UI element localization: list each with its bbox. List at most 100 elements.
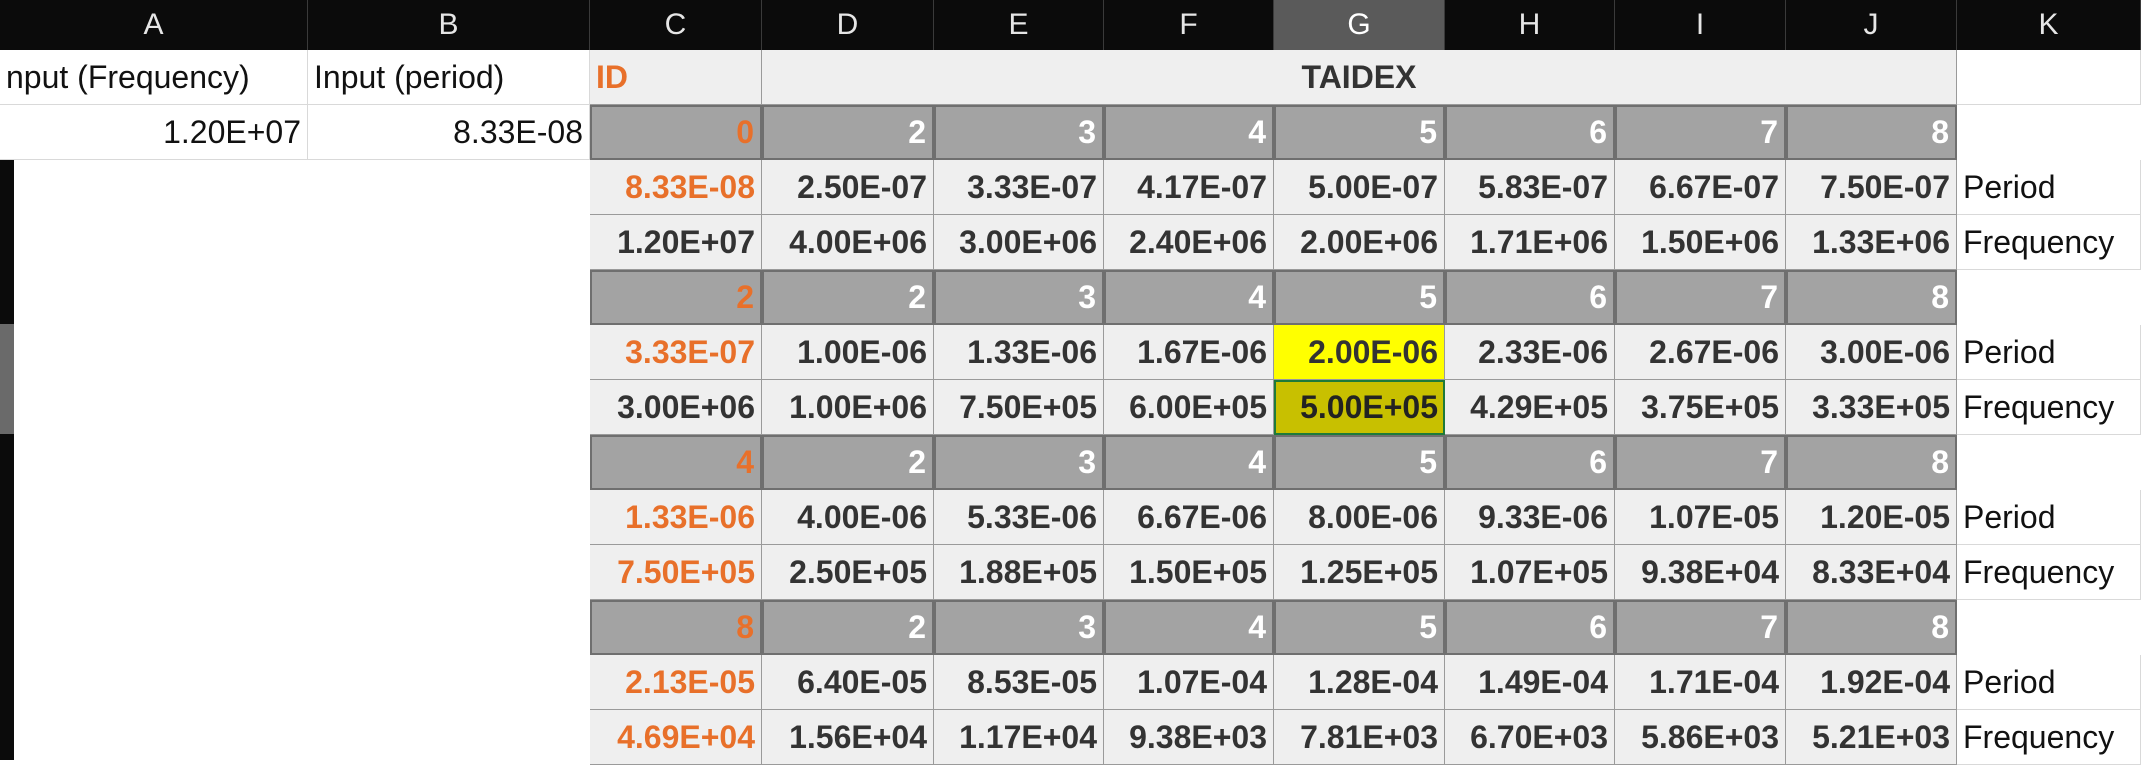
block-col-header[interactable]: 6 bbox=[1445, 435, 1615, 490]
input-frequency-label[interactable]: nput (Frequency) bbox=[0, 50, 308, 105]
block-id-header[interactable]: 8 bbox=[590, 600, 762, 655]
frequency-cell[interactable]: 1.33E+06 bbox=[1786, 215, 1957, 270]
block-col-header[interactable]: 7 bbox=[1615, 105, 1786, 160]
frequency-cell[interactable]: 1.00E+06 bbox=[762, 380, 934, 435]
block-col-header[interactable]: 7 bbox=[1615, 600, 1786, 655]
column-header-e[interactable]: E bbox=[934, 0, 1104, 50]
column-header-j[interactable]: J bbox=[1786, 0, 1957, 50]
id-frequency-value[interactable]: 3.00E+06 bbox=[590, 380, 762, 435]
block-col-header[interactable]: 3 bbox=[934, 600, 1104, 655]
block-id-header[interactable]: 0 bbox=[590, 105, 762, 160]
period-cell[interactable]: 5.33E-06 bbox=[934, 490, 1104, 545]
id-frequency-value[interactable]: 4.69E+04 bbox=[590, 710, 762, 765]
period-cell[interactable]: 1.49E-04 bbox=[1445, 655, 1615, 710]
period-row-label[interactable]: Period bbox=[1957, 160, 2141, 215]
period-cell[interactable]: 6.67E-07 bbox=[1615, 160, 1786, 215]
block-col-header[interactable]: 8 bbox=[1786, 270, 1957, 325]
period-cell[interactable]: 6.40E-05 bbox=[762, 655, 934, 710]
frequency-cell[interactable]: 1.07E+05 bbox=[1445, 545, 1615, 600]
block-col-header[interactable]: 4 bbox=[1104, 270, 1274, 325]
block-col-header[interactable]: 2 bbox=[762, 600, 934, 655]
frequency-cell[interactable]: 9.38E+04 bbox=[1615, 545, 1786, 600]
period-cell[interactable]: 1.71E-04 bbox=[1615, 655, 1786, 710]
block-col-header[interactable]: 2 bbox=[762, 270, 934, 325]
column-header-k[interactable]: K bbox=[1957, 0, 2141, 50]
block-col-header[interactable]: 8 bbox=[1786, 435, 1957, 490]
period-cell[interactable]: 3.00E-06 bbox=[1786, 325, 1957, 380]
frequency-cell[interactable]: 2.00E+06 bbox=[1274, 215, 1445, 270]
period-cell[interactable]: 1.67E-06 bbox=[1104, 325, 1274, 380]
frequency-cell[interactable]: 9.38E+03 bbox=[1104, 710, 1274, 765]
input-frequency-value[interactable]: 1.20E+07 bbox=[0, 105, 308, 160]
period-cell[interactable]: 4.00E-06 bbox=[762, 490, 934, 545]
column-header-a[interactable]: A bbox=[0, 0, 308, 50]
block-col-header[interactable]: 7 bbox=[1615, 270, 1786, 325]
period-cell[interactable]: 3.33E-07 bbox=[934, 160, 1104, 215]
column-header-f[interactable]: F bbox=[1104, 0, 1274, 50]
block-col-header[interactable]: 5 bbox=[1274, 270, 1445, 325]
taidex-title[interactable]: TAIDEX bbox=[762, 50, 1957, 105]
frequency-cell[interactable]: 4.00E+06 bbox=[762, 215, 934, 270]
period-cell[interactable]: 6.67E-06 bbox=[1104, 490, 1274, 545]
block-col-header[interactable]: 6 bbox=[1445, 600, 1615, 655]
block-col-header[interactable]: 4 bbox=[1104, 600, 1274, 655]
block-col-header[interactable]: 3 bbox=[934, 435, 1104, 490]
block-col-header[interactable]: 5 bbox=[1274, 600, 1445, 655]
frequency-cell[interactable]: 1.25E+05 bbox=[1274, 545, 1445, 600]
frequency-cell[interactable]: 3.33E+05 bbox=[1786, 380, 1957, 435]
block-col-header[interactable]: 8 bbox=[1786, 600, 1957, 655]
column-header-c[interactable]: C bbox=[590, 0, 762, 50]
period-row-label[interactable]: Period bbox=[1957, 325, 2141, 380]
column-header-h[interactable]: H bbox=[1445, 0, 1615, 50]
frequency-cell[interactable]: 4.29E+05 bbox=[1445, 380, 1615, 435]
frequency-cell[interactable]: 3.75E+05 bbox=[1615, 380, 1786, 435]
period-row-label[interactable]: Period bbox=[1957, 655, 2141, 710]
period-cell[interactable]: 5.83E-07 bbox=[1445, 160, 1615, 215]
frequency-cell[interactable]: 2.50E+05 bbox=[762, 545, 934, 600]
frequency-cell[interactable]: 1.88E+05 bbox=[934, 545, 1104, 600]
block-col-header[interactable]: 2 bbox=[762, 105, 934, 160]
empty-cell[interactable] bbox=[1957, 50, 2141, 105]
block-col-header[interactable]: 8 bbox=[1786, 105, 1957, 160]
period-cell[interactable]: 5.00E-07 bbox=[1274, 160, 1445, 215]
frequency-row-label[interactable]: Frequency bbox=[1957, 710, 2141, 765]
frequency-cell[interactable]: 1.17E+04 bbox=[934, 710, 1104, 765]
frequency-cell[interactable]: 6.00E+05 bbox=[1104, 380, 1274, 435]
period-cell[interactable]: 9.33E-06 bbox=[1445, 490, 1615, 545]
period-cell[interactable]: 4.17E-07 bbox=[1104, 160, 1274, 215]
frequency-cell[interactable]: 5.86E+03 bbox=[1615, 710, 1786, 765]
frequency-cell[interactable]: 6.70E+03 bbox=[1445, 710, 1615, 765]
period-cell[interactable]: 8.53E-05 bbox=[934, 655, 1104, 710]
id-period-value[interactable]: 2.13E-05 bbox=[590, 655, 762, 710]
id-period-value[interactable]: 3.33E-07 bbox=[590, 325, 762, 380]
period-cell[interactable]: 1.20E-05 bbox=[1786, 490, 1957, 545]
frequency-row-label[interactable]: Frequency bbox=[1957, 215, 2141, 270]
block-col-header[interactable]: 5 bbox=[1274, 105, 1445, 160]
block-col-header[interactable]: 3 bbox=[934, 270, 1104, 325]
frequency-cell[interactable]: 5.00E+05 bbox=[1274, 380, 1445, 435]
block-col-header[interactable]: 3 bbox=[934, 105, 1104, 160]
frequency-cell[interactable]: 1.50E+05 bbox=[1104, 545, 1274, 600]
block-col-header[interactable]: 7 bbox=[1615, 435, 1786, 490]
input-period-label[interactable]: Input (period) bbox=[308, 50, 590, 105]
frequency-row-label[interactable]: Frequency bbox=[1957, 545, 2141, 600]
input-period-value[interactable]: 8.33E-08 bbox=[308, 105, 590, 160]
id-frequency-value[interactable]: 1.20E+07 bbox=[590, 215, 762, 270]
frequency-cell[interactable]: 1.71E+06 bbox=[1445, 215, 1615, 270]
column-header-i[interactable]: I bbox=[1615, 0, 1786, 50]
period-cell[interactable]: 1.00E-06 bbox=[762, 325, 934, 380]
block-col-header[interactable]: 6 bbox=[1445, 270, 1615, 325]
frequency-cell[interactable]: 7.81E+03 bbox=[1274, 710, 1445, 765]
frequency-cell[interactable]: 7.50E+05 bbox=[934, 380, 1104, 435]
block-id-header[interactable]: 2 bbox=[590, 270, 762, 325]
id-period-value[interactable]: 1.33E-06 bbox=[590, 490, 762, 545]
period-cell[interactable]: 8.00E-06 bbox=[1274, 490, 1445, 545]
period-cell[interactable]: 7.50E-07 bbox=[1786, 160, 1957, 215]
id-period-value[interactable]: 8.33E-08 bbox=[590, 160, 762, 215]
block-col-header[interactable]: 5 bbox=[1274, 435, 1445, 490]
frequency-cell[interactable]: 3.00E+06 bbox=[934, 215, 1104, 270]
frequency-cell[interactable]: 2.40E+06 bbox=[1104, 215, 1274, 270]
block-col-header[interactable]: 2 bbox=[762, 435, 934, 490]
period-cell[interactable]: 2.00E-06 bbox=[1274, 325, 1445, 380]
frequency-row-label[interactable]: Frequency bbox=[1957, 380, 2141, 435]
